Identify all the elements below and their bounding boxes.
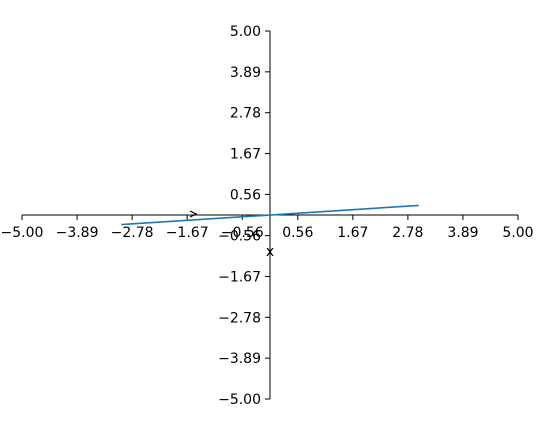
x-tick-label: 1.67	[337, 225, 368, 241]
x-tick-label: −1.67	[166, 225, 209, 241]
y-tick-label: 2.78	[230, 106, 261, 122]
y-tick-label: 1.67	[230, 147, 261, 163]
x-tick-label: −5.00	[1, 225, 44, 241]
y-tick-label: 3.89	[230, 65, 261, 81]
y-tick-label: −1.67	[218, 269, 261, 285]
x-tick-label: 0.56	[282, 225, 313, 241]
x-tick-label: −3.89	[56, 225, 99, 241]
series-group	[121, 204, 419, 226]
y-tick-label: 0.56	[230, 187, 261, 203]
x-tick-label: 3.89	[447, 225, 478, 241]
x-tick-label: −0.56	[221, 225, 264, 241]
series-line	[121, 204, 419, 226]
y-tick-label: −5.00	[218, 392, 261, 408]
x-tick-label: −2.78	[111, 225, 154, 241]
y-tick-label: 5.00	[230, 24, 261, 40]
arrow-marker	[189, 210, 198, 218]
y-tick-label: −2.78	[218, 310, 261, 326]
y-tick-label: −3.89	[218, 351, 261, 367]
x-axis-label: x	[266, 244, 274, 260]
labels: x	[189, 210, 274, 260]
x-tick-label: 2.78	[392, 225, 423, 241]
y-tick-label: −0.56	[218, 229, 261, 245]
ticks: −5.00 −3.89 −2.78 −1.67 −0.56 0.56 1.67 2.78 3.8…	[1, 24, 534, 408]
x-tick-label: 5.00	[502, 225, 533, 241]
